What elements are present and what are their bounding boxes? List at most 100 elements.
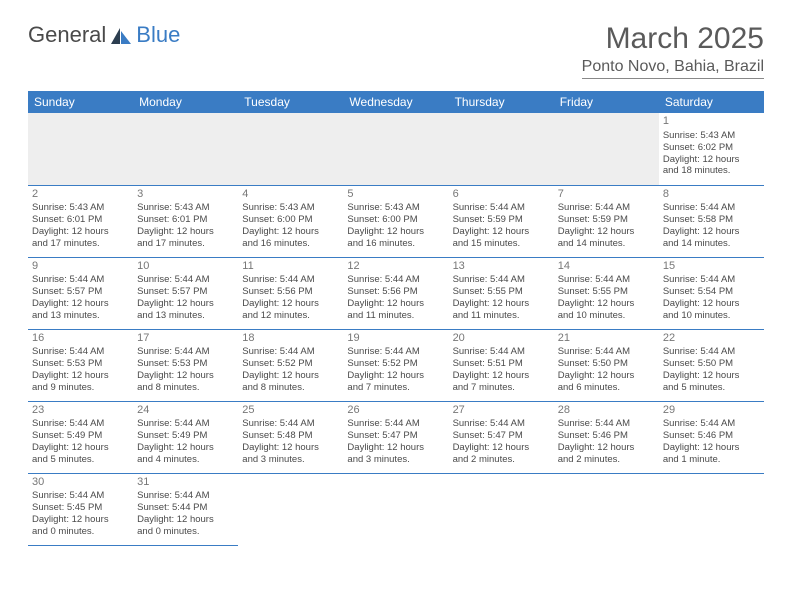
sunrise-text: Sunrise: 5:44 AM bbox=[347, 346, 444, 358]
calendar-cell: 11Sunrise: 5:44 AMSunset: 5:56 PMDayligh… bbox=[238, 257, 343, 329]
sunrise-text: Sunrise: 5:44 AM bbox=[242, 346, 339, 358]
sunrise-text: Sunrise: 5:44 AM bbox=[663, 274, 760, 286]
calendar-cell: 20Sunrise: 5:44 AMSunset: 5:51 PMDayligh… bbox=[449, 329, 554, 401]
sunset-text: Sunset: 5:55 PM bbox=[453, 286, 550, 298]
sunrise-text: Sunrise: 5:44 AM bbox=[453, 274, 550, 286]
daylight-text: and 9 minutes. bbox=[32, 382, 129, 394]
calendar-cell bbox=[343, 113, 448, 185]
sunset-text: Sunset: 6:00 PM bbox=[347, 214, 444, 226]
calendar-cell: 21Sunrise: 5:44 AMSunset: 5:50 PMDayligh… bbox=[554, 329, 659, 401]
daylight-text: Daylight: 12 hours bbox=[663, 370, 760, 382]
sunset-text: Sunset: 5:53 PM bbox=[137, 358, 234, 370]
sunset-text: Sunset: 5:55 PM bbox=[558, 286, 655, 298]
day-number: 11 bbox=[242, 260, 339, 274]
sunrise-text: Sunrise: 5:44 AM bbox=[347, 274, 444, 286]
sunrise-text: Sunrise: 5:44 AM bbox=[663, 346, 760, 358]
calendar-week: 9Sunrise: 5:44 AMSunset: 5:57 PMDaylight… bbox=[28, 257, 764, 329]
daylight-text: and 0 minutes. bbox=[137, 526, 234, 538]
day-number: 7 bbox=[558, 188, 655, 202]
day-number: 4 bbox=[242, 188, 339, 202]
day-number: 19 bbox=[347, 332, 444, 346]
sunset-text: Sunset: 6:00 PM bbox=[242, 214, 339, 226]
sunrise-text: Sunrise: 5:44 AM bbox=[242, 418, 339, 430]
calendar-cell: 24Sunrise: 5:44 AMSunset: 5:49 PMDayligh… bbox=[133, 401, 238, 473]
daylight-text: Daylight: 12 hours bbox=[663, 442, 760, 454]
daylight-text: and 4 minutes. bbox=[137, 454, 234, 466]
calendar-cell bbox=[28, 113, 133, 185]
daylight-text: and 7 minutes. bbox=[453, 382, 550, 394]
day-number: 15 bbox=[663, 260, 760, 274]
sail-icon bbox=[110, 26, 132, 46]
calendar-cell: 25Sunrise: 5:44 AMSunset: 5:48 PMDayligh… bbox=[238, 401, 343, 473]
daylight-text: Daylight: 12 hours bbox=[558, 370, 655, 382]
sunrise-text: Sunrise: 5:44 AM bbox=[137, 346, 234, 358]
sunset-text: Sunset: 5:47 PM bbox=[347, 430, 444, 442]
daylight-text: Daylight: 12 hours bbox=[347, 442, 444, 454]
sunset-text: Sunset: 5:46 PM bbox=[558, 430, 655, 442]
calendar-table: Sunday Monday Tuesday Wednesday Thursday… bbox=[28, 91, 764, 546]
sunset-text: Sunset: 5:52 PM bbox=[347, 358, 444, 370]
sunrise-text: Sunrise: 5:43 AM bbox=[663, 130, 760, 142]
sunrise-text: Sunrise: 5:44 AM bbox=[558, 418, 655, 430]
calendar-cell bbox=[659, 473, 764, 545]
day-number: 14 bbox=[558, 260, 655, 274]
header: General Blue March 2025 Ponto Novo, Bahi… bbox=[28, 22, 764, 81]
daylight-text: and 11 minutes. bbox=[453, 310, 550, 322]
calendar-cell bbox=[343, 473, 448, 545]
calendar-cell bbox=[449, 473, 554, 545]
day-number: 8 bbox=[663, 188, 760, 202]
location: Ponto Novo, Bahia, Brazil bbox=[582, 58, 764, 79]
daylight-text: Daylight: 12 hours bbox=[347, 370, 444, 382]
day-header: Saturday bbox=[659, 91, 764, 113]
calendar-week: 30Sunrise: 5:44 AMSunset: 5:45 PMDayligh… bbox=[28, 473, 764, 545]
daylight-text: and 16 minutes. bbox=[347, 238, 444, 250]
sunset-text: Sunset: 5:59 PM bbox=[558, 214, 655, 226]
calendar-cell bbox=[554, 113, 659, 185]
sunset-text: Sunset: 6:01 PM bbox=[137, 214, 234, 226]
daylight-text: Daylight: 12 hours bbox=[663, 154, 760, 166]
sunset-text: Sunset: 6:02 PM bbox=[663, 142, 760, 154]
daylight-text: Daylight: 12 hours bbox=[137, 226, 234, 238]
daylight-text: and 3 minutes. bbox=[242, 454, 339, 466]
daylight-text: and 1 minute. bbox=[663, 454, 760, 466]
calendar-cell: 14Sunrise: 5:44 AMSunset: 5:55 PMDayligh… bbox=[554, 257, 659, 329]
daylight-text: and 7 minutes. bbox=[347, 382, 444, 394]
daylight-text: and 2 minutes. bbox=[558, 454, 655, 466]
sunset-text: Sunset: 5:58 PM bbox=[663, 214, 760, 226]
sunrise-text: Sunrise: 5:43 AM bbox=[242, 202, 339, 214]
sunset-text: Sunset: 5:50 PM bbox=[558, 358, 655, 370]
sunset-text: Sunset: 5:48 PM bbox=[242, 430, 339, 442]
day-header: Thursday bbox=[449, 91, 554, 113]
day-number: 13 bbox=[453, 260, 550, 274]
calendar-cell: 23Sunrise: 5:44 AMSunset: 5:49 PMDayligh… bbox=[28, 401, 133, 473]
calendar-cell: 1Sunrise: 5:43 AMSunset: 6:02 PMDaylight… bbox=[659, 113, 764, 185]
day-number: 28 bbox=[558, 404, 655, 418]
day-number: 2 bbox=[32, 188, 129, 202]
daylight-text: Daylight: 12 hours bbox=[453, 298, 550, 310]
calendar-cell: 5Sunrise: 5:43 AMSunset: 6:00 PMDaylight… bbox=[343, 185, 448, 257]
daylight-text: Daylight: 12 hours bbox=[242, 226, 339, 238]
daylight-text: and 5 minutes. bbox=[663, 382, 760, 394]
daylight-text: Daylight: 12 hours bbox=[32, 298, 129, 310]
sunrise-text: Sunrise: 5:44 AM bbox=[32, 346, 129, 358]
sunset-text: Sunset: 5:56 PM bbox=[347, 286, 444, 298]
calendar-cell: 30Sunrise: 5:44 AMSunset: 5:45 PMDayligh… bbox=[28, 473, 133, 545]
sunset-text: Sunset: 5:53 PM bbox=[32, 358, 129, 370]
day-number: 24 bbox=[137, 404, 234, 418]
daylight-text: Daylight: 12 hours bbox=[558, 298, 655, 310]
calendar-cell: 7Sunrise: 5:44 AMSunset: 5:59 PMDaylight… bbox=[554, 185, 659, 257]
day-header: Wednesday bbox=[343, 91, 448, 113]
sunset-text: Sunset: 5:46 PM bbox=[663, 430, 760, 442]
daylight-text: and 14 minutes. bbox=[558, 238, 655, 250]
daylight-text: and 8 minutes. bbox=[242, 382, 339, 394]
day-number: 1 bbox=[663, 115, 760, 129]
sunrise-text: Sunrise: 5:44 AM bbox=[137, 418, 234, 430]
day-header: Sunday bbox=[28, 91, 133, 113]
sunrise-text: Sunrise: 5:44 AM bbox=[558, 346, 655, 358]
day-number: 18 bbox=[242, 332, 339, 346]
daylight-text: and 15 minutes. bbox=[453, 238, 550, 250]
sunset-text: Sunset: 5:49 PM bbox=[32, 430, 129, 442]
day-number: 10 bbox=[137, 260, 234, 274]
calendar-week: 1Sunrise: 5:43 AMSunset: 6:02 PMDaylight… bbox=[28, 113, 764, 185]
calendar-cell: 3Sunrise: 5:43 AMSunset: 6:01 PMDaylight… bbox=[133, 185, 238, 257]
